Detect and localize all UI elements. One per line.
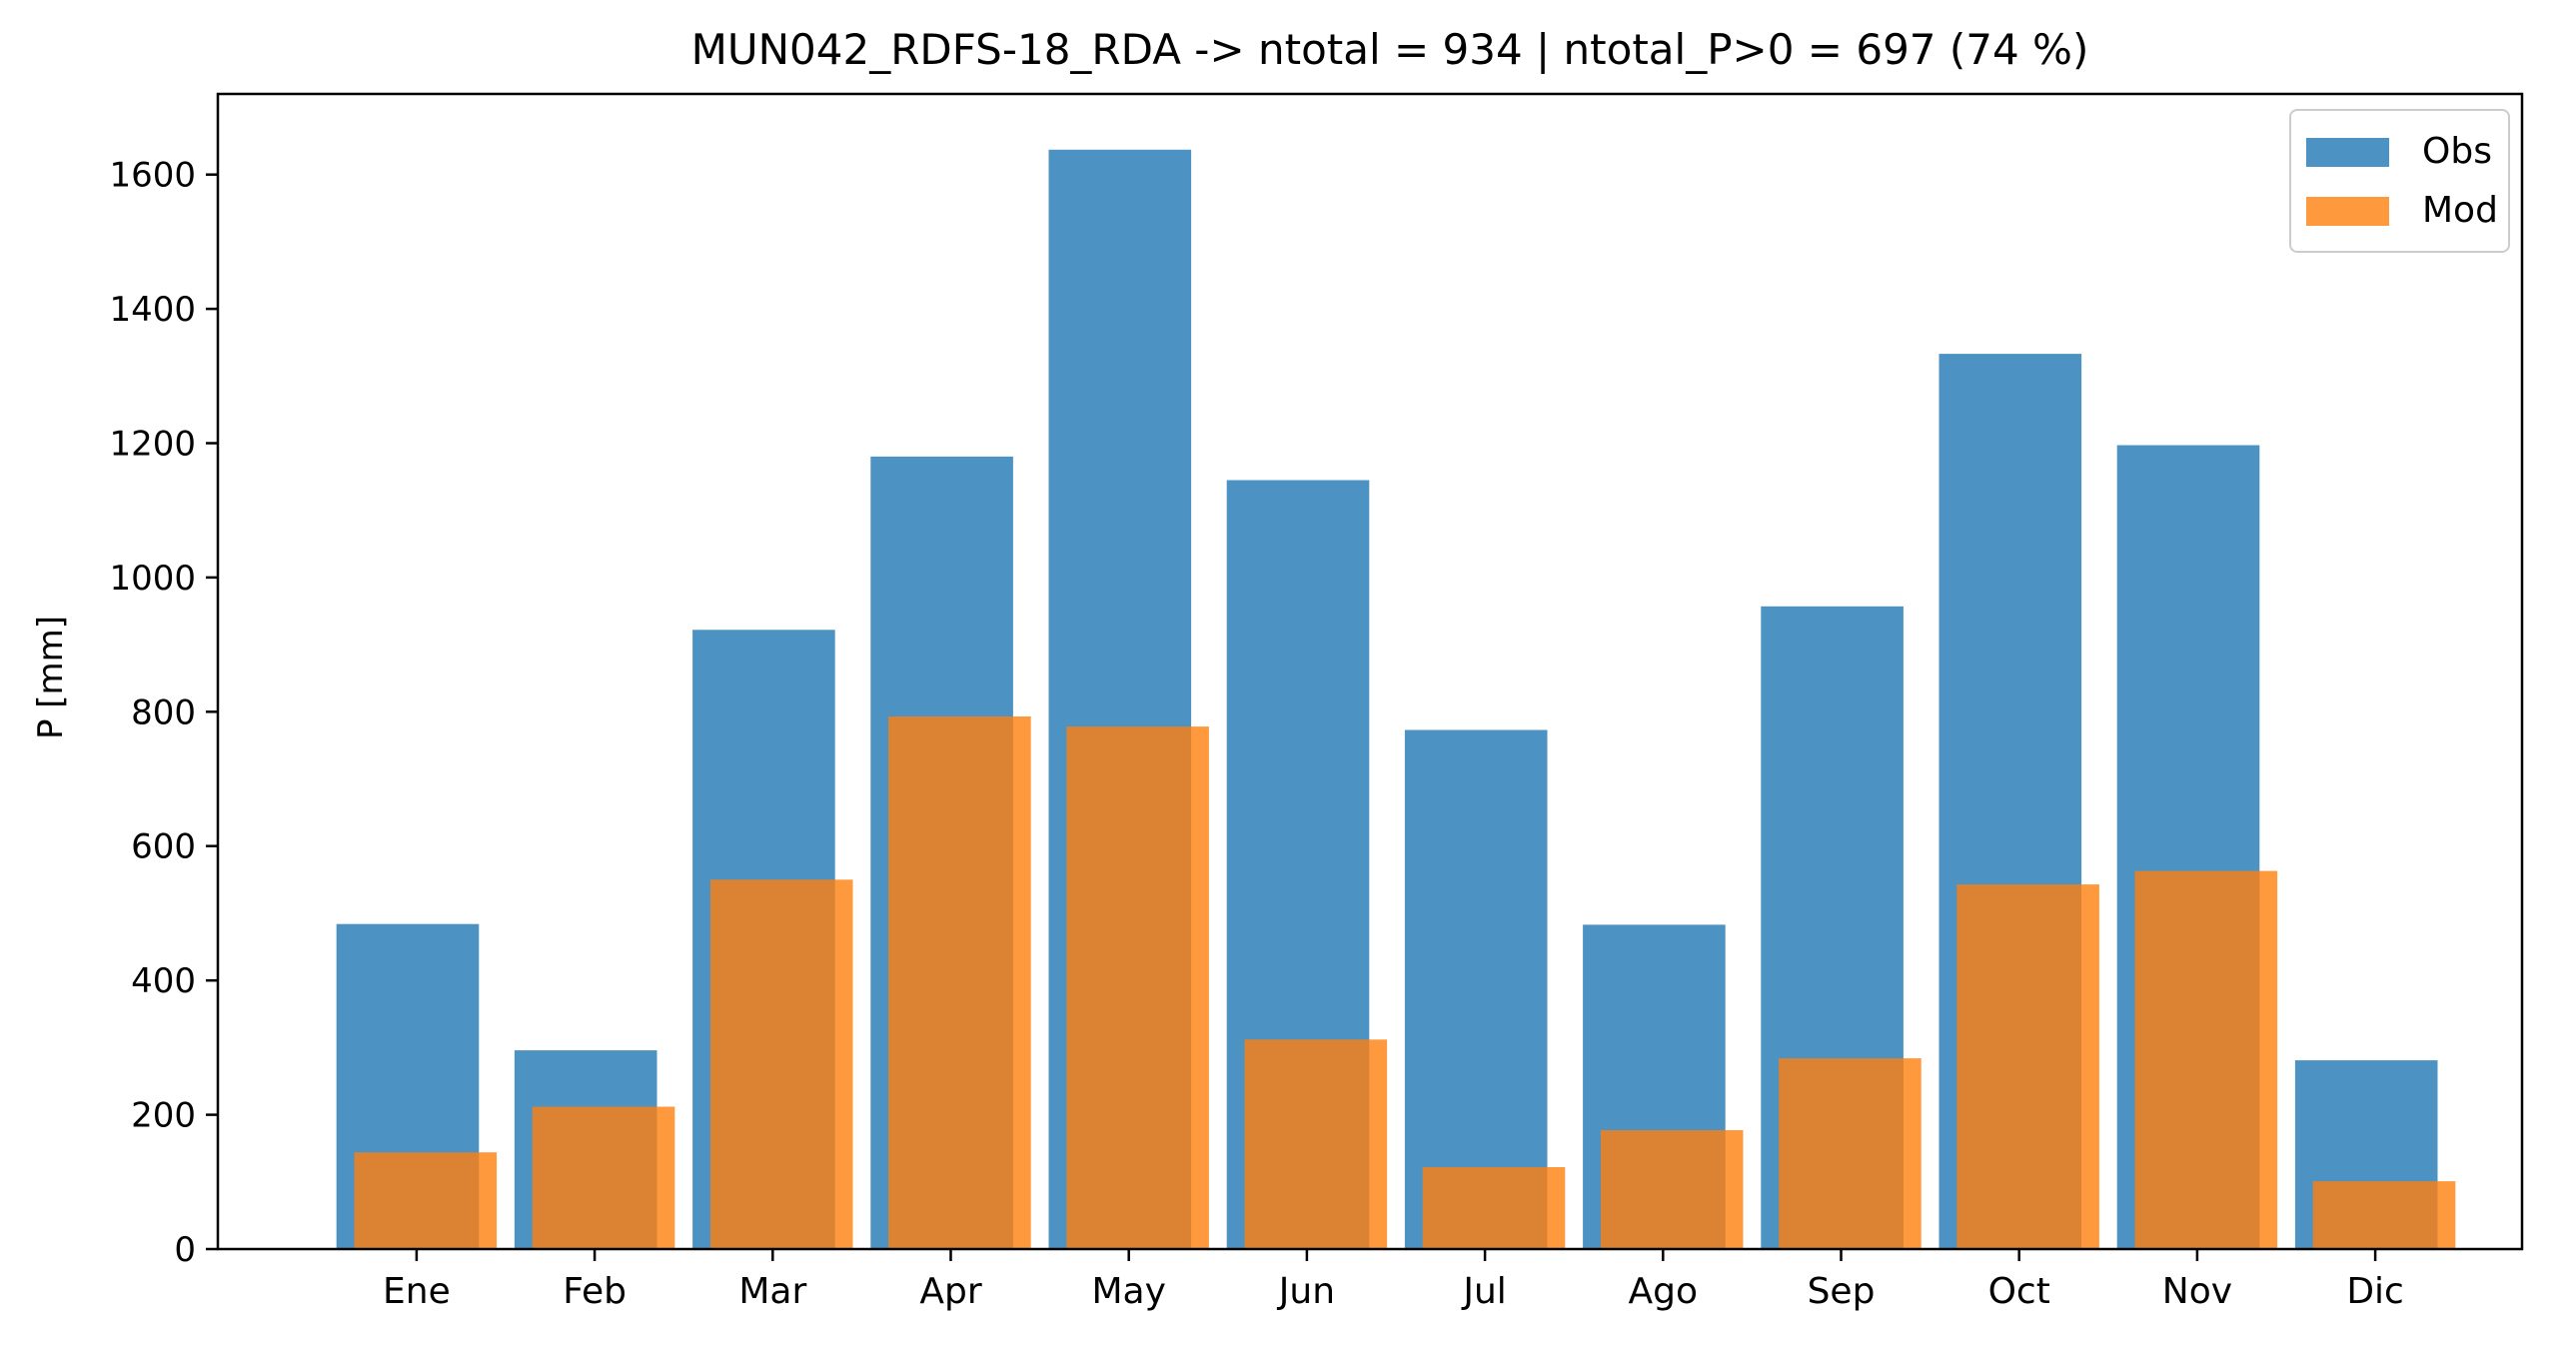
x-tick-label: Ene — [383, 1271, 451, 1312]
y-ticks-group: 0 200 400 600 800 1000 1200 1400 1600 — [109, 156, 218, 1270]
bar-mod-may — [1066, 726, 1209, 1249]
x-tick-label: Mar — [738, 1271, 806, 1312]
x-tick-label: Sep — [1808, 1271, 1876, 1312]
bar-mod-jul — [1422, 1167, 1566, 1249]
y-tick-label: 0 — [174, 1230, 196, 1270]
bar-mod-dic — [2312, 1181, 2456, 1249]
bar-mod-ene — [354, 1152, 498, 1249]
bar-mod-nov — [2134, 870, 2278, 1249]
bar-mod-jun — [1244, 1039, 1388, 1249]
bar-obs-jul — [1404, 729, 1548, 1249]
y-tick-label: 1000 — [109, 559, 196, 599]
x-tick-label: Ago — [1629, 1271, 1699, 1312]
bar-mod-ago — [1600, 1130, 1744, 1249]
bar-mod-feb — [532, 1106, 675, 1249]
y-tick-label: 800 — [131, 692, 196, 732]
y-axis-label: P [mm] — [31, 616, 71, 739]
x-tick-label: Apr — [919, 1271, 981, 1312]
y-tick-label: 400 — [131, 961, 196, 1001]
bar-mod-sep — [1779, 1058, 1922, 1249]
bar-mod-mar — [709, 879, 853, 1249]
x-tick-label: May — [1091, 1271, 1165, 1312]
x-tick-label: Jun — [1277, 1271, 1335, 1312]
x-tick-label: Nov — [2162, 1271, 2232, 1312]
x-ticks-group: Ene Feb Mar Apr May Jun Jul Ago Sep Oct Nov Dic — [383, 1249, 2404, 1312]
x-tick-label: Feb — [563, 1271, 627, 1312]
y-tick-label: 200 — [131, 1096, 196, 1136]
legend-swatch-mod — [2306, 197, 2389, 226]
bar-mod-apr — [888, 716, 1031, 1249]
plot-frame — [216, 92, 2524, 1251]
x-tick-label: Dic — [2346, 1271, 2404, 1312]
y-tick-label: 1400 — [109, 290, 196, 330]
bars-group — [336, 149, 2456, 1250]
legend-label-mod: Mod — [2422, 190, 2498, 231]
legend-swatch-obs — [2306, 138, 2389, 167]
x-tick-label: Oct — [1988, 1271, 2050, 1312]
chart-title: MUN042_RDFS-18_RDA -> ntotal = 934 | nto… — [691, 25, 2089, 74]
y-tick-label: 1200 — [109, 425, 196, 465]
legend: Obs Mod — [2289, 109, 2510, 253]
bar-mod-oct — [1956, 884, 2099, 1249]
x-tick-label: Jul — [1461, 1271, 1506, 1312]
legend-label-obs: Obs — [2422, 131, 2492, 172]
y-tick-label: 1600 — [109, 156, 196, 196]
y-tick-label: 600 — [131, 827, 196, 867]
